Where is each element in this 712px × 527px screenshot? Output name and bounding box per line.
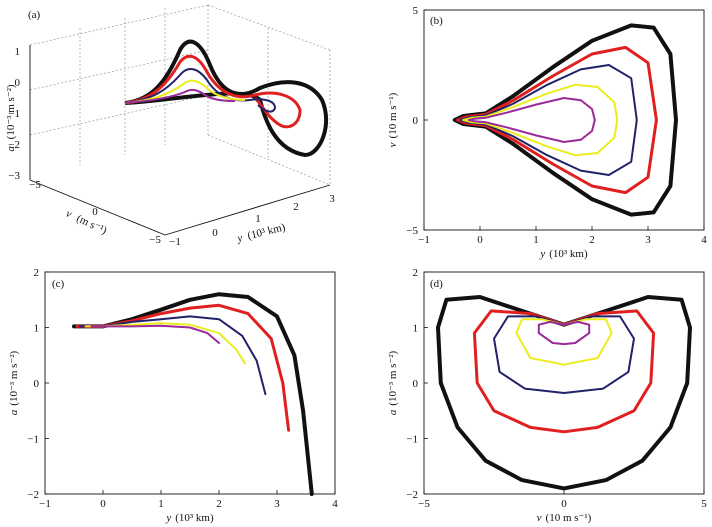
panel-label-a: (a) <box>28 9 41 21</box>
yticks-a: −5 0 −5 <box>29 179 161 246</box>
series-c-purple <box>90 324 220 344</box>
xtick-label-b-3: 2 <box>589 234 595 246</box>
curves-a <box>124 39 329 158</box>
xtick-label-b-0: −1 <box>418 234 430 246</box>
ylabel-c: a(10⁻³ m s⁻²) <box>8 350 20 415</box>
xtick-a-2: 1 <box>255 213 261 225</box>
ztick-a-0: 1 <box>15 46 21 58</box>
ytick-a-0: −5 <box>29 179 41 191</box>
xtick-a-3: 2 <box>293 201 299 213</box>
series-b-red <box>456 45 658 195</box>
curve-a-purple <box>124 88 236 104</box>
xtick-label-c-5: 4 <box>332 498 338 510</box>
plot-frame-d <box>423 271 705 495</box>
ytick-label-c-4: −2 <box>27 489 39 501</box>
xtick-label-c-0: −1 <box>39 498 51 510</box>
panel-d-plot: −5 0 5 2 1 0 −1 −2 v (10 m s⁻¹) a(10⁻³ m s⁻²) (d) <box>387 267 707 524</box>
xlabel-a: y (10³ km) <box>235 221 287 245</box>
ytick-label-d-2: 0 <box>413 378 419 390</box>
series-b-navy <box>459 64 638 176</box>
xtick-label-d-2: 5 <box>701 498 707 510</box>
ytick-label-b-1: 0 <box>413 115 419 127</box>
xtick-a-4: 3 <box>329 193 335 205</box>
series-d-yellow <box>515 318 613 366</box>
xtick-a-1: 0 <box>212 227 218 239</box>
xtick-label-d-0: −5 <box>418 498 430 510</box>
zticks-a: 1 0 −1 −2 −3 <box>8 46 20 182</box>
xtick-label-c-2: 1 <box>158 498 164 510</box>
panel-b-plot: −1 0 1 2 3 4 −5 0 5 y (10³ km) v(10 m s⁻¹) (b) <box>387 5 707 260</box>
xtick-label-d-1: 0 <box>561 498 567 510</box>
panel-a-3d-plot: 1 0 −1 −2 −3 −1 0 1 2 3 −5 0 −5 a (10⁻³ … <box>5 4 335 248</box>
series-c-navy <box>78 315 267 396</box>
plot-frame-c <box>44 271 336 495</box>
ytick-label-b-0: −5 <box>406 225 418 237</box>
ztick-a-3: −2 <box>8 139 20 151</box>
curve-a-yellow <box>124 79 246 104</box>
ytick-label-b-2: 5 <box>413 5 419 17</box>
series-d-navy <box>493 315 635 394</box>
ytick-label-c-1: 1 <box>34 323 40 335</box>
xticks-a: −1 0 1 2 3 <box>169 193 335 248</box>
xtick-label-b-5: 4 <box>701 234 707 246</box>
ytick-label-c-0: 2 <box>34 267 40 279</box>
curve-a-red <box>124 54 302 129</box>
xtick-label-c-4: 3 <box>274 498 280 510</box>
series-c-yellow <box>84 322 247 365</box>
ytick-label-c-3: −1 <box>27 434 39 446</box>
ylabel-d: a(10⁻³ m s⁻²) <box>387 350 399 415</box>
ylabel-b: v(10 m s⁻¹) <box>387 92 399 147</box>
ztick-a-4: −3 <box>8 170 20 182</box>
zlabel-a: a (10⁻³ m s⁻²) <box>5 84 17 151</box>
xlabel-b: y (10³ km) <box>539 248 588 260</box>
ytick-label-d-0: 2 <box>413 267 419 279</box>
xtick-a-0: −1 <box>169 236 181 248</box>
xtick-label-c-3: 2 <box>216 498 222 510</box>
ytick-a-2: −5 <box>149 234 161 246</box>
axes-a <box>29 45 331 236</box>
xtick-label-b-2: 1 <box>533 234 539 246</box>
panel-label-b: (b) <box>430 15 443 27</box>
ytick-label-d-3: −1 <box>406 434 418 446</box>
series-d-red <box>472 309 656 434</box>
ylabel-a: v (m s⁻¹) <box>64 208 109 237</box>
xlabel-c: y (10³ km) <box>165 512 214 524</box>
series-b-purple <box>467 97 596 143</box>
panel-label-c: (c) <box>52 278 65 290</box>
ytick-label-d-1: 1 <box>413 323 419 335</box>
ytick-a-1: 0 <box>92 206 98 218</box>
xtick-label-b-1: 0 <box>477 234 483 246</box>
ytick-label-c-2: 0 <box>34 378 40 390</box>
curve-a-navy <box>124 68 277 113</box>
series-b-yellow <box>462 83 619 157</box>
ztick-a-1: 0 <box>15 77 21 89</box>
ytick-label-d-4: −2 <box>406 489 418 501</box>
ztick-a-2: −1 <box>8 108 20 120</box>
xlabel-d: v (10 m s⁻¹) <box>537 512 592 524</box>
xtick-label-b-4: 3 <box>645 234 651 246</box>
series-d-black <box>436 295 692 491</box>
xtick-label-c-1: 0 <box>100 498 106 510</box>
series-d-purple <box>537 320 591 346</box>
series-b-black <box>452 23 678 217</box>
panel-label-d: (d) <box>430 278 443 290</box>
